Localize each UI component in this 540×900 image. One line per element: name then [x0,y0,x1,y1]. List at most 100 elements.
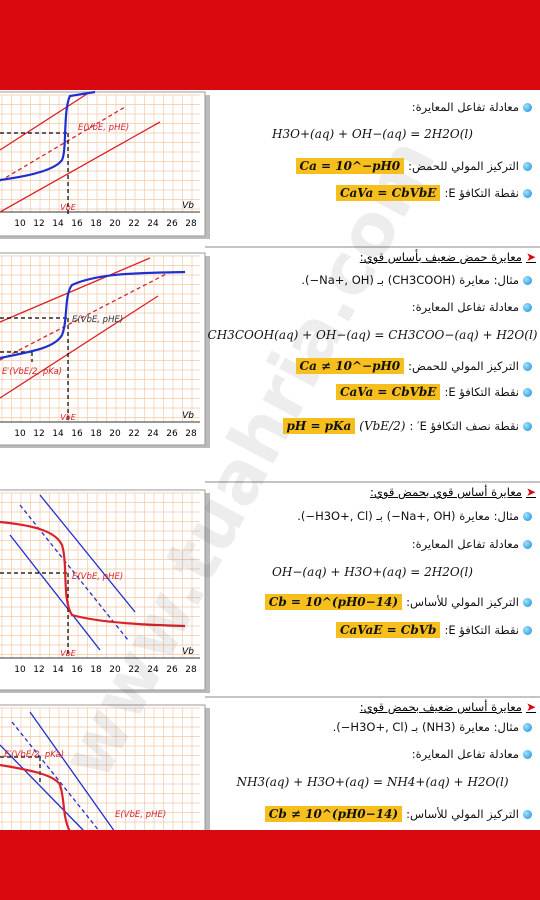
x-tick-label: 22 [128,429,139,439]
title-text: معايرة أساس ضعيف بحمض قوي: [359,700,522,714]
top-band [0,0,540,90]
highlighted-formula: CaVaE = CbVb [335,622,441,638]
text-line: H3O+(aq) + OH−(aq) = 2H2O(l) [215,123,530,145]
text-line: التركيز المولي للأساس: Cb ≠ 10^(pH0−14) [264,803,532,825]
x-tick-label: 28 [185,429,197,439]
text-line: التركيز المولي للحمض: Ca = 10^−pH0 [295,155,532,177]
title-text: معايرة حمض ضعيف بأساس قوي: [359,250,522,264]
x-tick-label: 20 [109,429,121,439]
equiv-label: VbE [60,649,77,658]
x-tick-label: 16 [71,219,83,229]
x-tick-label: 28 [185,665,197,675]
bullet [523,275,532,285]
highlighted-formula: pH = pKa [282,418,356,434]
bullet [523,161,532,171]
point-label: E′(VbE/2, pKa) [2,367,62,377]
x-tick-label: 20 [109,219,121,229]
x-tick-label: 18 [90,219,102,229]
bullet [523,597,532,607]
line-label: معادلة تفاعل المعايرة: [411,300,519,314]
bullet [523,421,532,431]
highlighted-formula: Cb = 10^(pH0−14) [264,594,403,610]
x-tick-label: 26 [166,665,178,675]
text-line: نقطة التكافؤ E: CaVaE = CbVb [335,619,532,641]
titration-curve [0,763,71,833]
section-title: ➤ معايرة أساس قوي بحمض قوي: [370,483,536,501]
reference-line [0,106,126,182]
x-tick-label: 24 [147,665,159,675]
bullet [523,387,532,397]
text-line: معادلة تفاعل المعايرة: [412,296,532,318]
x-tick-label: 24 [147,429,159,439]
text-line: معادلة تفاعل المعايرة: [412,96,532,118]
text-line: NH3(aq) + H3O+(aq) = NH4+(aq) + H2O(l) [215,771,530,793]
text-line: مثال: معايرة (CH3COOH) بـ (Na+, OH−). [301,269,532,291]
reference-line [9,534,101,651]
line-label: التركيز المولي للحمض: [408,359,519,373]
reference-line [29,711,116,833]
line-label: معادلة تفاعل المعايرة: [411,100,519,114]
x-tick-label: 12 [33,429,44,439]
bottom-band [0,830,540,900]
reference-line [0,744,86,833]
line-label: نقطة التكافؤ E: [444,186,519,200]
x-tick-label: 14 [52,429,64,439]
reference-line [11,721,101,833]
formula: (VbE/2) [359,419,406,433]
section-title: ➤ معايرة حمض ضعيف بأساس قوي: [360,248,536,266]
highlighted-formula: Ca ≠ 10^−pH0 [295,358,405,374]
titration-curve [0,90,96,182]
x-tick-label: 26 [166,429,178,439]
line-label: نقطة نصف التكافؤ E′ : [409,419,519,433]
bullet [523,625,532,635]
bullet [523,102,532,112]
point-label: E(VbE, pHE) [72,572,123,582]
bullet [523,809,532,819]
line-label: التركيز المولي للحمض: [408,159,519,173]
point-label: E′(VbE/2, pKa) [4,750,64,760]
formula: OH−(aq) + H3O+(aq) = 2H2O(l) [272,565,473,579]
x-tick-label: 10 [14,219,26,229]
bullet [523,722,532,732]
bullet [523,188,532,198]
bullet [523,361,532,371]
x-tick-label: 14 [52,665,64,675]
line-label: نقطة التكافؤ E: [444,385,519,399]
line-label: مثال: معايرة (CH3COOH) بـ (Na+, OH−). [301,273,519,287]
titration-curve [0,270,186,360]
reference-line [0,121,161,213]
titration-curve [0,520,186,628]
x-tick-label: 26 [166,219,178,229]
section-title: ➤ معايرة أساس ضعيف بحمض قوي: [360,698,536,716]
x-tick-label: 12 [33,665,44,675]
line-label: معادلة تفاعل المعايرة: [411,747,519,761]
text-line: معادلة تفاعل المعايرة: [412,533,532,555]
formula: H3O+(aq) + OH−(aq) = 2H2O(l) [272,127,473,141]
reference-line [0,91,91,151]
line-label: نقطة التكافؤ E: [444,623,519,637]
graph-frame [0,252,206,446]
axis-label: Vb [182,411,194,421]
highlighted-formula: Ca = 10^−pH0 [295,158,405,174]
x-tick-label: 18 [90,665,102,675]
line-label: مثال: معايرة (NH3) بـ (H3O+, Cl−). [332,720,519,734]
bullet [523,511,532,521]
x-tick-label: 16 [71,429,83,439]
axis-label: Vb [182,647,194,657]
title-arrow: ➤ [525,250,536,264]
point-label: E(VbE, pHE) [72,315,123,325]
formula: CH3COOH(aq) + OH−(aq) = CH3COO−(aq) + H2… [207,328,538,342]
line-label: معادلة تفاعل المعايرة: [411,537,519,551]
title-text: معايرة أساس قوي بحمض قوي: [370,485,522,499]
highlighted-formula: CaVa = CbVbE [335,185,441,201]
text-line: مثال: معايرة (Na+, OH−) بـ (H3O+, Cl−). [297,505,532,527]
text-line: مثال: معايرة (NH3) بـ (H3O+, Cl−). [333,716,532,738]
text-line: التركيز المولي للأساس: Cb = 10^(pH0−14) [264,591,532,613]
equiv-label: VbE [60,203,77,212]
title-arrow: ➤ [525,700,536,714]
bullet [523,539,532,549]
highlighted-formula: CaVa = CbVbE [335,384,441,400]
